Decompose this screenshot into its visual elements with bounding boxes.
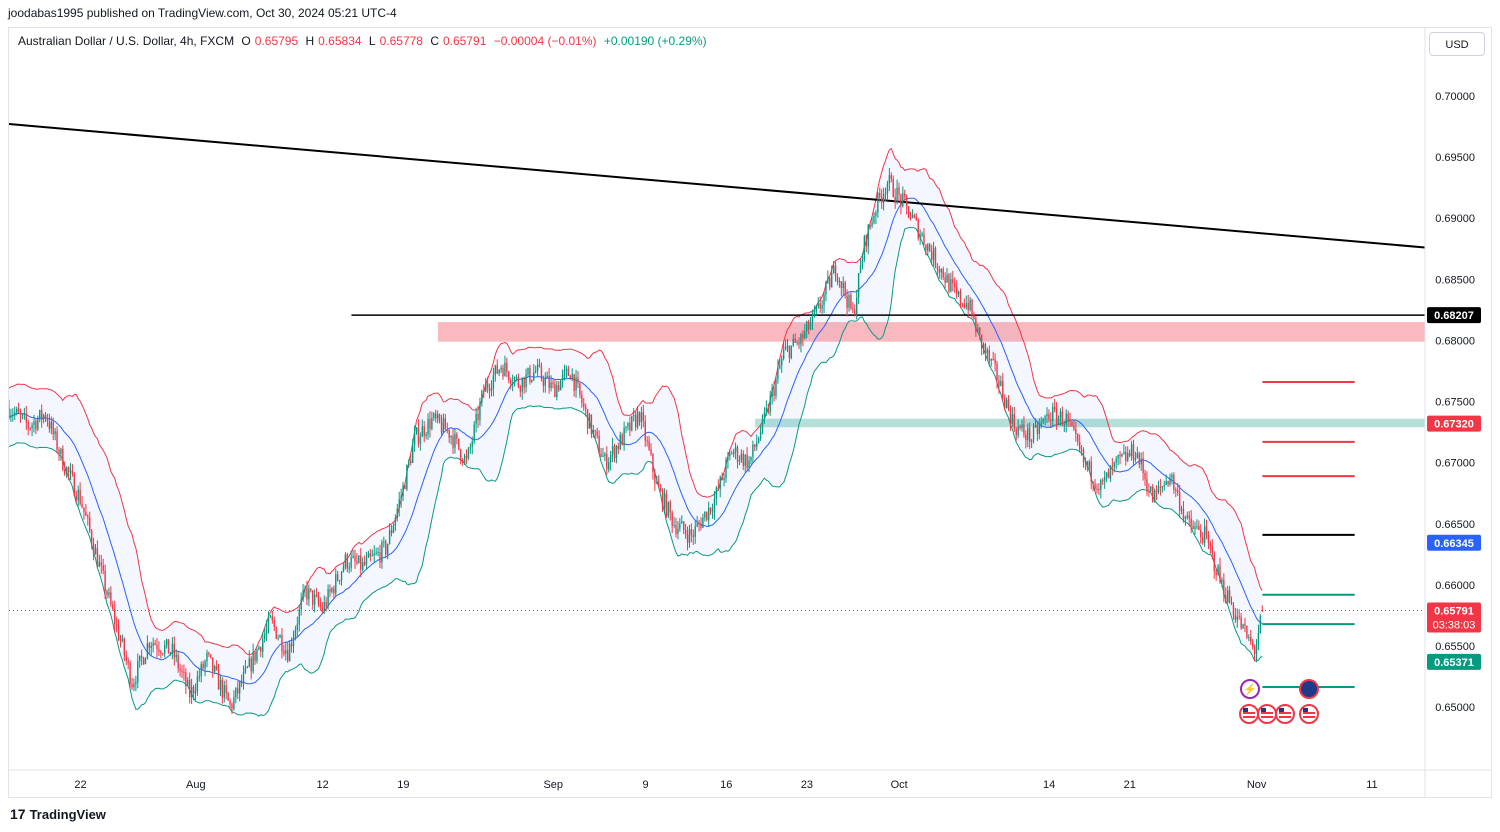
open-value: 0.65795: [254, 34, 299, 48]
low-label: L: [368, 34, 376, 48]
open-label: O: [241, 34, 251, 48]
high-label: H: [305, 34, 315, 48]
change-value: −0.00004 (−0.01%): [493, 34, 597, 48]
symbol-title: Australian Dollar / U.S. Dollar, 4h, FXC…: [18, 34, 235, 48]
close-value: 0.65791: [443, 34, 487, 48]
publisher-line: joodabas1995 published on TradingView.co…: [8, 6, 397, 20]
close-label: C: [430, 34, 439, 48]
change2-value: +0.00190 (+0.29%): [603, 34, 707, 48]
low-value: 0.65778: [379, 34, 423, 48]
chart-frame: [8, 27, 1492, 798]
currency-button[interactable]: USD: [1429, 32, 1485, 56]
high-value: 0.65834: [318, 34, 362, 48]
tradingview-logo-icon: 17: [10, 806, 26, 822]
tradingview-footer: 17 TradingView: [10, 806, 106, 822]
footer-brand: TradingView: [29, 806, 106, 822]
chart-legend: Australian Dollar / U.S. Dollar, 4h, FXC…: [18, 34, 711, 48]
